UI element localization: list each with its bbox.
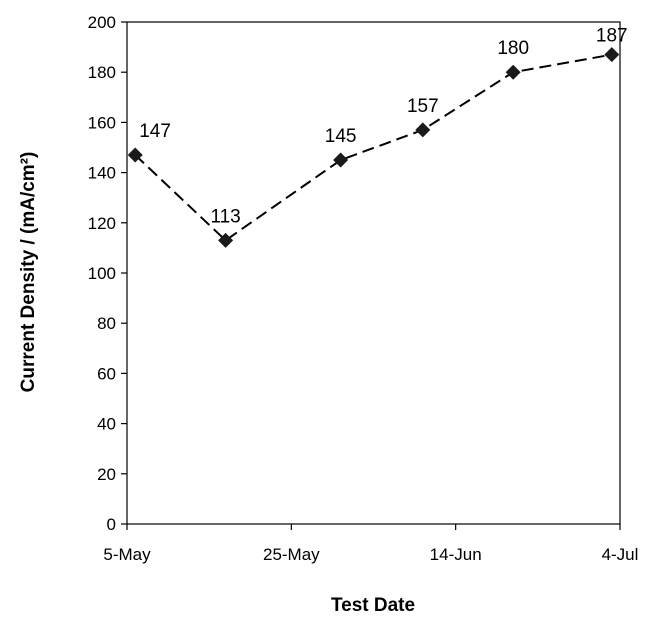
y-tick-label: 60: [97, 364, 116, 383]
y-axis-ticks: 0 20 40 60 80 100 120 140 160 180 200: [88, 13, 127, 534]
y-tick-label: 160: [88, 113, 116, 132]
data-point-marker: [333, 152, 349, 168]
x-tick-label: 25-May: [263, 545, 320, 564]
data-point-marker: [415, 122, 431, 138]
y-tick-label: 100: [88, 264, 116, 283]
y-tick-label: 140: [88, 164, 116, 183]
series-line: [134, 53, 612, 242]
plot-area: [126, 21, 621, 525]
y-tick-label: 120: [88, 214, 116, 233]
y-tick-label: 200: [88, 13, 116, 32]
data-point-marker: [505, 64, 521, 80]
x-tick-label: 4-Jul: [602, 545, 639, 564]
x-tick-label: 14-Jun: [430, 545, 482, 564]
data-label: 113: [210, 206, 240, 227]
data-label: 157: [407, 96, 439, 117]
x-axis-ticks: 5-May 25-May 14-Jun 4-Jul: [103, 524, 638, 564]
y-tick-label: 20: [97, 465, 116, 484]
y-tick-label: 0: [107, 515, 116, 534]
data-label: 187: [596, 26, 628, 47]
y-tick-label: 40: [97, 415, 116, 434]
y-axis-title: Current Density / (mA/cm²): [18, 152, 39, 393]
data-label: 180: [497, 38, 529, 59]
y-tick-label: 80: [97, 314, 116, 333]
data-label: 145: [325, 126, 357, 147]
x-axis-title: Test Date: [331, 595, 415, 616]
data-point-marker: [218, 232, 234, 248]
series-layer: 147 113 145 157 180 187: [127, 26, 628, 248]
x-tick-label: 5-May: [103, 545, 151, 564]
y-tick-label: 180: [88, 63, 116, 82]
data-point-marker: [604, 47, 620, 63]
data-point-marker: [127, 147, 143, 163]
data-label: 147: [139, 121, 171, 142]
